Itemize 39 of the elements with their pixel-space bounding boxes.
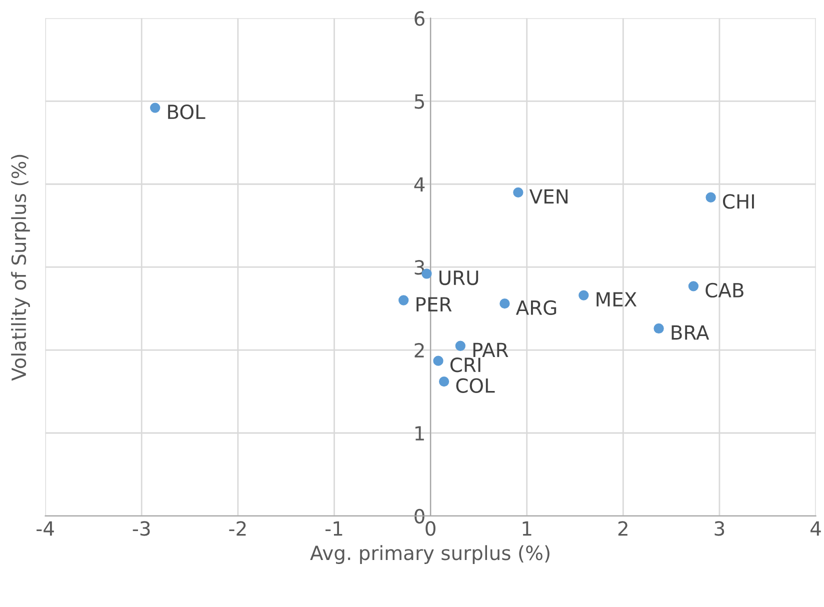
point bbox=[455, 340, 466, 351]
point bbox=[433, 356, 444, 366]
point bbox=[578, 290, 589, 300]
point bbox=[398, 295, 409, 306]
x-tick-label: 0 bbox=[426, 521, 436, 536]
x-tick-label: 4 bbox=[810, 521, 821, 536]
point bbox=[438, 376, 450, 387]
annotation: VEN bbox=[529, 189, 568, 204]
annotation: CRI bbox=[450, 358, 480, 372]
annotation: PAR bbox=[473, 342, 508, 357]
x-tick-label: -2 bbox=[229, 521, 246, 536]
y-tick-label: 6 bbox=[414, 11, 424, 26]
point bbox=[513, 187, 524, 198]
annotation: CAB bbox=[706, 282, 744, 298]
annotation: CHI bbox=[722, 194, 754, 209]
annotation: PER bbox=[416, 297, 452, 312]
x-tick-label: -4 bbox=[36, 521, 54, 536]
annotation: BRA bbox=[672, 325, 710, 340]
point bbox=[706, 192, 716, 202]
x-tick-label: 3 bbox=[714, 521, 724, 536]
annotation: ARG bbox=[516, 300, 556, 315]
annotation: MEX bbox=[596, 292, 637, 306]
y-tick-label: 2 bbox=[414, 342, 424, 358]
y-tick-label: 5 bbox=[414, 94, 424, 109]
x-tick-label: 2 bbox=[618, 521, 628, 536]
x-tick-label: 1 bbox=[522, 521, 532, 536]
point bbox=[500, 298, 510, 309]
x-tick-label: -3 bbox=[132, 521, 150, 536]
y-tick-label: 4 bbox=[414, 177, 425, 192]
point bbox=[150, 102, 160, 113]
annotation: COL bbox=[456, 378, 495, 393]
annotation: URU bbox=[439, 270, 478, 286]
y-tick-label: 1 bbox=[415, 426, 424, 440]
y-axis-title: Volatility of Surplus (%) bbox=[11, 154, 30, 381]
annotation: BOL bbox=[168, 104, 206, 120]
point bbox=[654, 323, 664, 334]
point bbox=[688, 281, 699, 292]
x-tick-label: -1 bbox=[325, 521, 342, 536]
x-axis-title: Avg. primary surplus (%) bbox=[310, 545, 550, 564]
